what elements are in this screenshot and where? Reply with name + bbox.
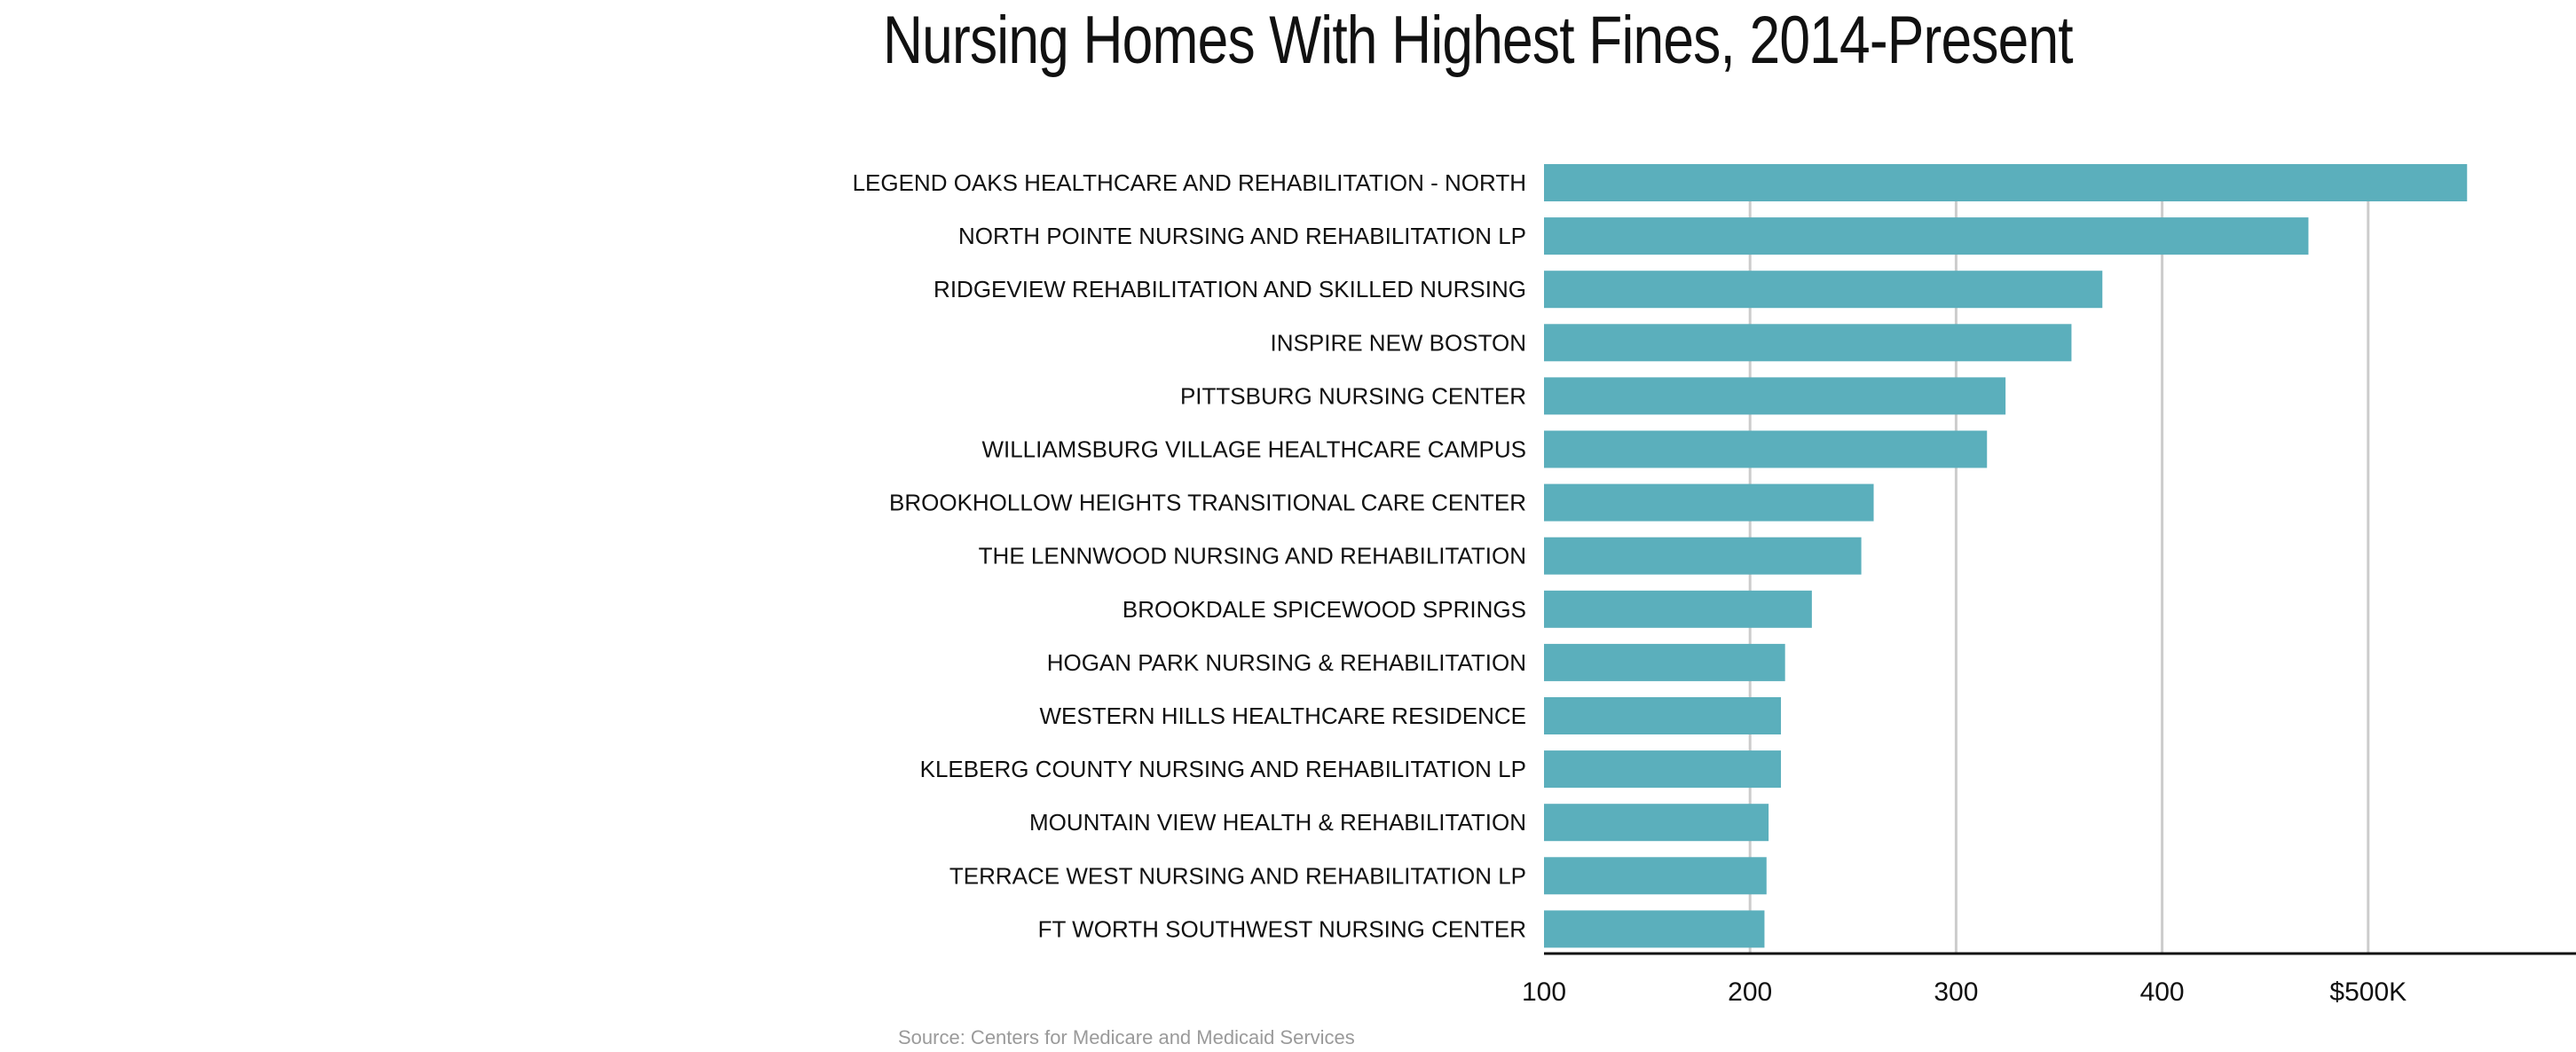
bar-14	[1544, 857, 1767, 895]
x-tick-label-200: 200	[1728, 977, 1772, 1007]
category-label-6: WILLIAMSBURG VILLAGE HEALTHCARE CAMPUS	[981, 436, 1526, 463]
source-note: Source: Centers for Medicare and Medicai…	[898, 1026, 1355, 1048]
bar-6	[1544, 430, 1988, 468]
category-label-7: BROOKHOLLOW HEIGHTS TRANSITIONAL CARE CE…	[889, 490, 1526, 516]
bar-15	[1544, 910, 1765, 948]
bar-4	[1544, 324, 2072, 362]
category-label-8: THE LENNWOOD NURSING AND REHABILITATION	[979, 543, 1526, 569]
category-label-1: LEGEND OAKS HEALTHCARE AND REHABILITATIO…	[853, 169, 1526, 196]
bar-2	[1544, 217, 2309, 255]
bar-3	[1544, 271, 2103, 309]
category-label-5: PITTSBURG NURSING CENTER	[1180, 382, 1526, 409]
bar-1	[1544, 164, 2468, 201]
bar-5	[1544, 377, 2006, 415]
category-label-2: NORTH POINTE NURSING AND REHABILITATION …	[958, 223, 1526, 249]
category-label-11: WESTERN HILLS HEALTHCARE RESIDENCE	[1039, 703, 1526, 729]
bar-13	[1544, 804, 1769, 842]
chart-title: Nursing Homes With Highest Fines, 2014-P…	[883, 3, 2074, 78]
category-label-4: INSPIRE NEW BOSTON	[1271, 329, 1526, 356]
category-label-13: MOUNTAIN VIEW HEALTH & REHABILITATION	[1029, 809, 1526, 836]
x-tick-label-500: $500K	[2329, 977, 2407, 1007]
category-label-14: TERRACE WEST NURSING AND REHABILITATION …	[949, 862, 1526, 889]
bar-8	[1544, 537, 1862, 575]
bar-12	[1544, 750, 1782, 789]
x-tick-label-100: 100	[1522, 977, 1566, 1007]
category-label-3: RIDGEVIEW REHABILITATION AND SKILLED NUR…	[934, 276, 1526, 302]
bar-9	[1544, 590, 1812, 628]
bar-10	[1544, 643, 1785, 681]
category-label-15: FT WORTH SOUTHWEST NURSING CENTER	[1038, 915, 1526, 942]
bar-11	[1544, 697, 1782, 734]
category-label-10: HOGAN PARK NURSING & REHABILITATION	[1047, 649, 1526, 676]
x-tick-label-400: 400	[2140, 977, 2185, 1007]
category-label-12: KLEBERG COUNTY NURSING AND REHABILITATIO…	[920, 756, 1526, 782]
x-tick-label-300: 300	[1934, 977, 1978, 1007]
category-label-9: BROOKDALE SPICEWOOD SPRINGS	[1123, 596, 1526, 623]
bar-7	[1544, 483, 1874, 522]
